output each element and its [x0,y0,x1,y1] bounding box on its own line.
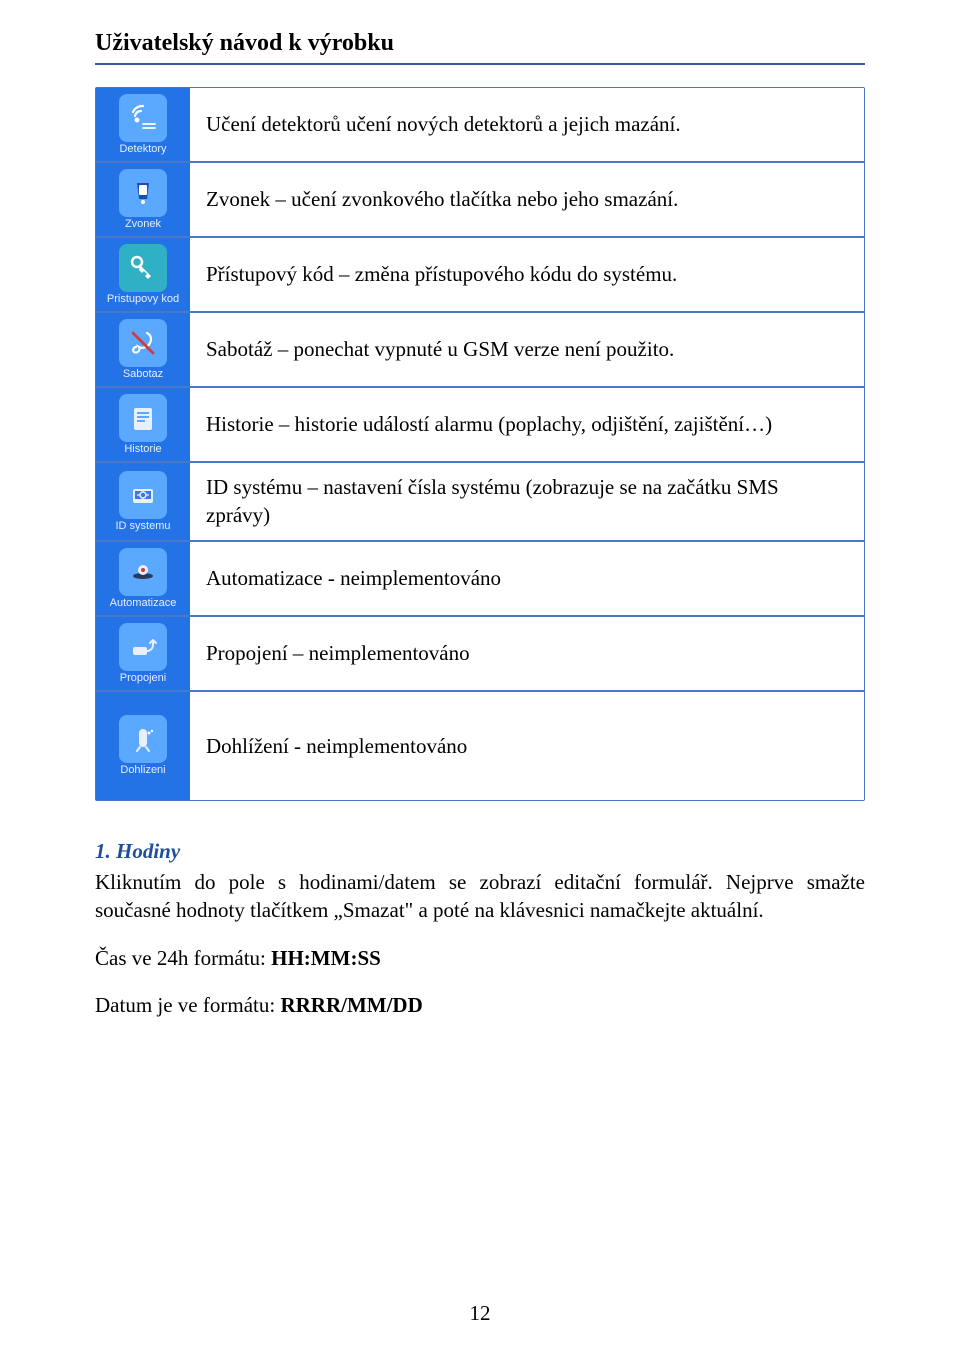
table-row: Zvonek Zvonek – učení zvonkového tlačítk… [96,163,864,238]
icon-cell-automatizace: Automatizace [96,542,190,615]
date-format: RRRR/MM/DD [280,993,422,1017]
section-title: 1. Hodiny [95,839,865,864]
page-title: Uživatelský návod k výrobku [95,30,865,57]
desc-cell: Dohlížení - neimplementováno [190,692,864,800]
table-row: Dohlizeni Dohlížení - neimplementováno [96,692,864,800]
icon-label: Historie [124,443,161,455]
desc-cell: ID systému – nastavení čísla systému (zo… [190,463,864,540]
date-label: Datum je ve formátu: [95,993,280,1017]
icon-label: Dohlizeni [120,764,165,776]
time-format-line: Čas ve 24h formátu: HH:MM:SS [95,946,865,971]
icon-label: Detektory [119,143,166,155]
icon-cell-id-systemu: ID systemu [96,463,190,540]
desc-cell: Propojení – neimplementováno [190,617,864,690]
table-row: Sabotaz Sabotáž – ponechat vypnuté u GSM… [96,313,864,388]
automatizace-icon [119,548,167,596]
table-row: ID systemu ID systému – nastavení čísla … [96,463,864,542]
page-number: 12 [0,1301,960,1326]
propojeni-icon [119,623,167,671]
zvonek-icon [119,169,167,217]
settings-table: Detektory Učení detektorů učení nových d… [95,87,865,801]
sabotaz-icon [119,319,167,367]
table-row: Automatizace Automatizace - neimplemento… [96,542,864,617]
icon-label: Automatizace [110,597,177,609]
icon-label: ID systemu [115,520,170,532]
header-divider [95,63,865,65]
icon-label: Zvonek [125,218,161,230]
desc-cell: Automatizace - neimplementováno [190,542,864,615]
icon-label: Sabotaz [123,368,163,380]
desc-cell: Učení detektorů učení nových detektorů a… [190,88,864,161]
time-label: Čas ve 24h formátu: [95,946,271,970]
time-format: HH:MM:SS [271,946,381,970]
table-row: Historie Historie – historie událostí al… [96,388,864,463]
icon-label: Propojeni [120,672,166,684]
pristupovy-kod-icon [119,244,167,292]
section-hodiny: 1. Hodiny Kliknutím do pole s hodinami/d… [95,839,865,1019]
dohlizeni-icon [119,715,167,763]
desc-cell: Sabotáž – ponechat vypnuté u GSM verze n… [190,313,864,386]
table-row: Detektory Učení detektorů učení nových d… [96,88,864,163]
table-row: Pristupovy kod Přístupový kód – změna př… [96,238,864,313]
icon-cell-propojeni: Propojeni [96,617,190,690]
section-body: Kliknutím do pole s hodinami/datem se zo… [95,868,865,925]
desc-cell: Přístupový kód – změna přístupového kódu… [190,238,864,311]
icon-cell-sabotaz: Sabotaz [96,313,190,386]
icon-label: Pristupovy kod [107,293,179,305]
desc-cell: Zvonek – učení zvonkového tlačítka nebo … [190,163,864,236]
icon-cell-dohlizeni: Dohlizeni [96,692,190,800]
icon-cell-historie: Historie [96,388,190,461]
detektory-icon [119,94,167,142]
date-format-line: Datum je ve formátu: RRRR/MM/DD [95,993,865,1018]
icon-cell-detektory: Detektory [96,88,190,161]
icon-cell-pristupovy-kod: Pristupovy kod [96,238,190,311]
id-systemu-icon [119,471,167,519]
desc-cell: Historie – historie událostí alarmu (pop… [190,388,864,461]
icon-cell-zvonek: Zvonek [96,163,190,236]
table-row: Propojeni Propojení – neimplementováno [96,617,864,692]
historie-icon [119,394,167,442]
